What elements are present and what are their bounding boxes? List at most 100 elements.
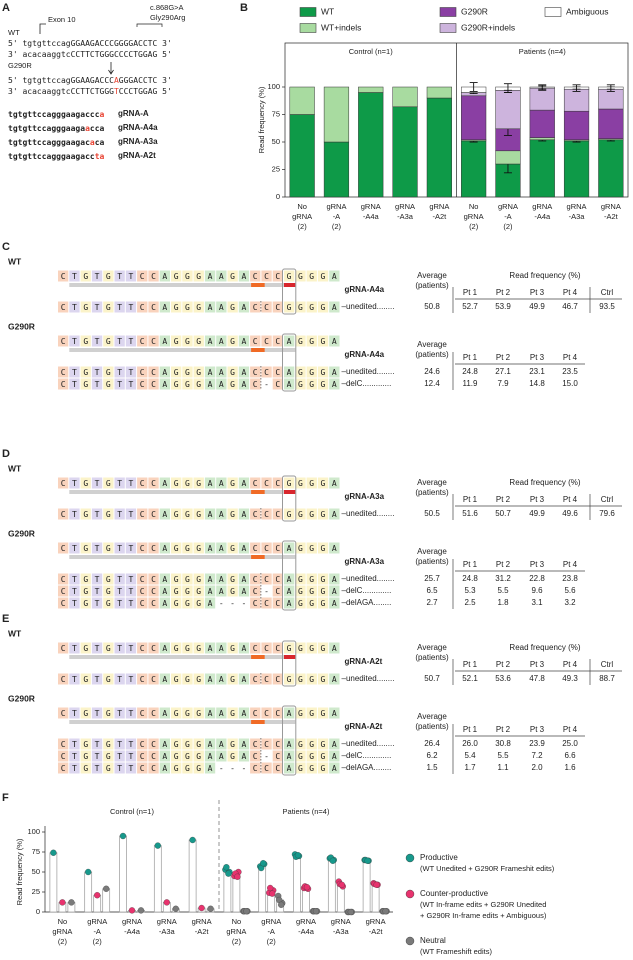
base-cell xyxy=(329,673,340,685)
table-header: (patients) xyxy=(415,653,449,662)
base-cell xyxy=(114,301,125,313)
base-cell xyxy=(272,673,283,685)
base-cell xyxy=(329,270,340,282)
data-point xyxy=(103,885,110,892)
table-cell: 53.9 xyxy=(495,302,511,311)
base-cell xyxy=(216,707,227,719)
table-cell: 15.0 xyxy=(562,379,578,388)
sequence: CTGTGTTCCAGGGA---CCCAGGGA xyxy=(61,764,343,773)
bar xyxy=(49,852,58,913)
sequence: tgtgttccagggaagacaca xyxy=(8,138,105,147)
table-cell: 5.4 xyxy=(464,751,476,760)
base-cell xyxy=(204,673,216,685)
base-cell xyxy=(80,270,91,282)
base-cell xyxy=(250,477,261,489)
base-cell xyxy=(182,707,193,719)
row-label: –delAGA........ xyxy=(342,763,392,772)
base-cell xyxy=(58,597,69,609)
table-cell: 5.5 xyxy=(497,751,509,760)
base-cell xyxy=(80,707,91,719)
base-cell xyxy=(295,270,306,282)
base-cell xyxy=(284,477,295,489)
base-cell xyxy=(272,573,283,585)
error-bar-path xyxy=(572,84,581,90)
table-header: Pt 4 xyxy=(563,560,578,569)
sequence-segment: a xyxy=(85,124,90,133)
sequence-segment: a xyxy=(100,110,105,119)
base-cell xyxy=(272,707,283,719)
base-cell xyxy=(250,585,261,597)
base-cell xyxy=(182,750,193,762)
base-cell xyxy=(227,508,238,520)
row-label: –delC............. xyxy=(342,586,392,595)
base-cell xyxy=(204,762,216,774)
base-cell xyxy=(329,597,340,609)
base-cell xyxy=(125,597,137,609)
grna-name: gRNA-A4a xyxy=(118,123,158,132)
bar-segment xyxy=(392,86,418,108)
x-tick-label: gRNA xyxy=(395,202,415,211)
base-cell xyxy=(159,597,170,609)
base-cell xyxy=(91,707,103,719)
base-cell xyxy=(329,366,340,378)
guide-label: gRNA-A4a xyxy=(345,350,385,359)
x-tick-label: gRNA xyxy=(601,202,621,211)
table-title: Read frequency (%) xyxy=(509,271,580,280)
base-cell xyxy=(193,366,204,378)
base-cell xyxy=(284,301,295,313)
base-cell xyxy=(238,477,250,489)
base-cell xyxy=(204,597,216,609)
base-cell xyxy=(125,573,137,585)
base-cell xyxy=(114,378,125,390)
base-cell xyxy=(317,378,329,390)
data-point xyxy=(234,873,241,880)
sequence: CTGTGTTCCAGGGAAGACCCAGGGA xyxy=(61,544,343,553)
base-cell xyxy=(125,335,137,347)
base-cell xyxy=(80,335,91,347)
base-cell xyxy=(58,585,69,597)
table-header: Pt 2 xyxy=(496,495,511,504)
base-cell xyxy=(317,585,329,597)
sequence-segment: CCCTGGAG 5' xyxy=(119,87,172,96)
row-label: –delC............. xyxy=(342,751,392,760)
y-tick-label: 50 xyxy=(32,867,40,876)
base-cell xyxy=(227,301,238,313)
base-cell xyxy=(137,301,148,313)
base-cell xyxy=(250,335,261,347)
x-tick-label: -A3a xyxy=(569,212,586,221)
data-point xyxy=(154,842,161,849)
bar-segment xyxy=(529,139,555,198)
base-cell xyxy=(238,508,250,520)
y-axis-label: Read frequency (%) xyxy=(257,86,266,153)
sequence-segment: A xyxy=(114,76,119,85)
base-cell xyxy=(69,542,80,554)
bar-segment xyxy=(358,86,384,93)
base-cell xyxy=(193,738,204,750)
bar-segment xyxy=(461,140,487,198)
sequence: CTGTGTTCCAGGGAAGAC-CAGGGA xyxy=(61,752,343,761)
x-tick-label: (2) xyxy=(267,937,277,946)
base-cell xyxy=(216,477,227,489)
base-cell xyxy=(238,738,250,750)
base-cell xyxy=(317,573,329,585)
table-cell: 2.7 xyxy=(426,598,438,607)
base-cell xyxy=(261,573,272,585)
x-tick-label: -A4a xyxy=(363,212,380,221)
panel-label: D xyxy=(2,448,10,460)
base-cell xyxy=(148,707,159,719)
position-box xyxy=(282,640,297,687)
base-cell xyxy=(148,508,159,520)
base-cell xyxy=(80,477,91,489)
base-cell xyxy=(182,542,193,554)
base-cell xyxy=(125,508,137,520)
table-cell: 79.6 xyxy=(599,509,615,518)
base-cell xyxy=(216,673,227,685)
base-cell xyxy=(125,270,137,282)
base-cell xyxy=(69,738,80,750)
base-cell xyxy=(238,542,250,554)
base-cell xyxy=(137,673,148,685)
table-cell: 53.6 xyxy=(495,674,511,683)
base-cell xyxy=(216,378,227,390)
sequence-segment: ta xyxy=(95,152,105,161)
